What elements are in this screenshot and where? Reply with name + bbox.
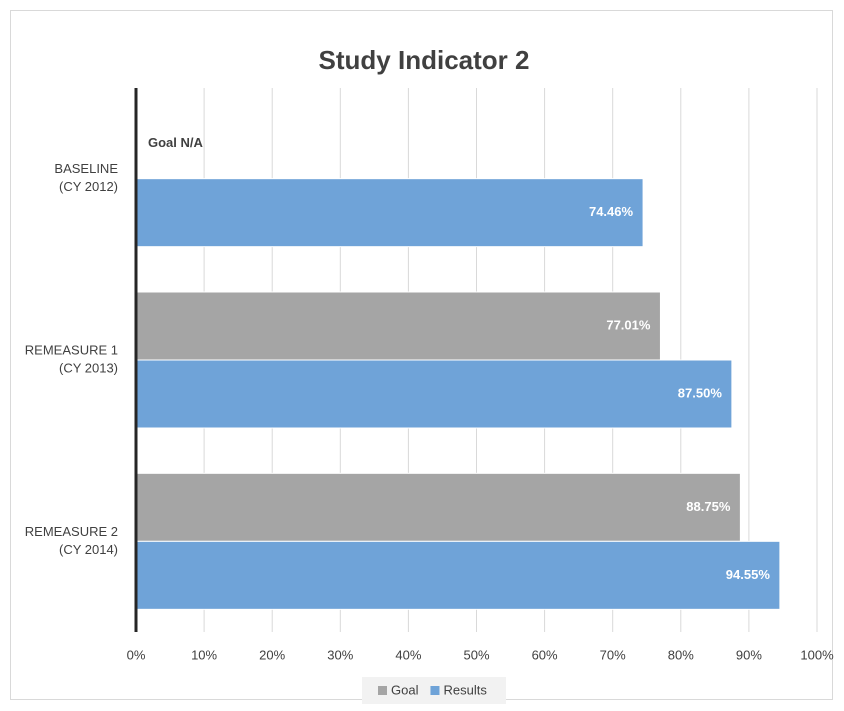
bar [135,472,741,542]
x-tick-label: 50% [463,647,489,662]
y-tick-label: REMEASURE 2 [25,524,118,539]
x-tick-label: 80% [668,647,694,662]
annotation: Goal N/A [148,135,204,150]
legend-label: Results [443,682,487,697]
y-tick-label: (CY 2013) [59,360,118,375]
x-tick-label: 10% [191,647,217,662]
x-tick-label: 100% [800,647,834,662]
legend-swatch [430,686,440,695]
x-tick-label: 30% [327,647,353,662]
data-label: 77.01% [606,317,651,332]
data-label: 87.50% [678,385,723,400]
y-tick-label: (CY 2014) [59,542,118,557]
x-tick-label: 70% [600,647,626,662]
bar [135,291,661,361]
x-tick-label: 20% [259,647,285,662]
data-label: 74.46% [589,204,634,219]
x-tick-label: 60% [532,647,558,662]
data-label: 88.75% [686,499,731,514]
bar [135,359,733,429]
x-tick-label: 0% [127,647,146,662]
legend-swatch [378,686,387,695]
y-tick-label: (CY 2012) [59,179,118,194]
x-tick-label: 90% [736,647,762,662]
legend-label: Goal [391,682,419,697]
bar [135,178,644,248]
data-label: 94.55% [726,567,771,582]
y-tick-label: REMEASURE 1 [25,342,118,357]
x-tick-label: 40% [395,647,421,662]
y-tick-label: BASELINE [54,161,118,176]
bar [135,540,781,610]
chart-title: Study Indicator 2 [319,45,530,75]
